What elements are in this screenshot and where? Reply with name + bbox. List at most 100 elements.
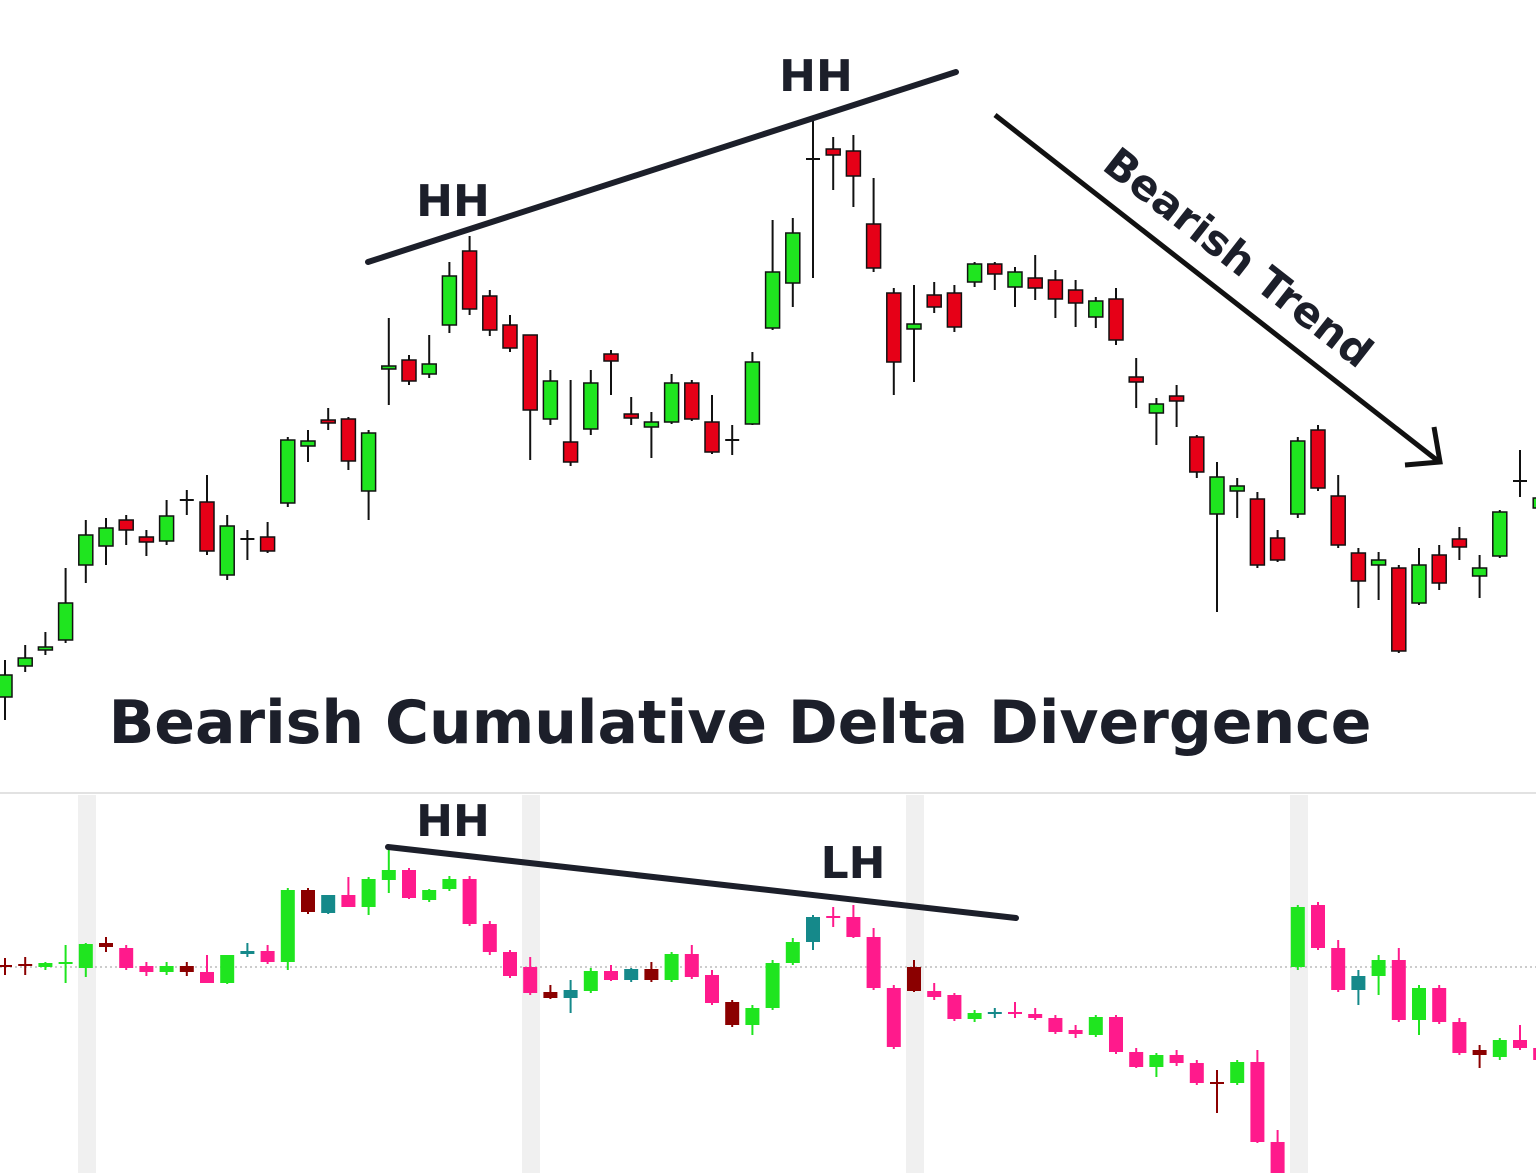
- delta-candles: [0, 845, 1536, 1173]
- session-band: [78, 795, 96, 1173]
- candle-body: [684, 382, 700, 420]
- candle-body: [542, 380, 559, 420]
- candle-body: [1533, 1048, 1536, 1060]
- candle-body: [947, 995, 962, 1019]
- candle-body: [1229, 485, 1245, 492]
- candle-body: [321, 895, 336, 913]
- candle-body: [1391, 960, 1406, 1020]
- candle-body: [159, 966, 174, 972]
- candle-body: [1350, 552, 1367, 582]
- candle-body: [764, 271, 781, 329]
- candle-body: [200, 972, 214, 983]
- candle-body: [1431, 554, 1447, 584]
- candle-body: [118, 519, 134, 531]
- candle-body: [219, 525, 235, 576]
- candle-body: [886, 292, 902, 363]
- candle-body: [340, 418, 357, 462]
- candle-body: [341, 895, 356, 907]
- candle-body: [381, 870, 396, 880]
- candle-body: [502, 324, 518, 349]
- candle-body: [320, 419, 336, 424]
- candle-body: [1310, 429, 1326, 489]
- candle-body: [684, 954, 699, 977]
- candle-body: [1270, 1142, 1285, 1173]
- candle-body: [1249, 498, 1266, 566]
- arrow-head: [1404, 426, 1443, 468]
- candle-body: [0, 674, 13, 698]
- candle-body: [846, 917, 861, 937]
- session-band: [1290, 795, 1308, 1173]
- candle-body: [1067, 289, 1084, 304]
- candle-body: [78, 534, 94, 566]
- candle-body: [725, 1002, 740, 1025]
- candle-body: [57, 602, 74, 641]
- candle-body: [421, 363, 437, 375]
- candle-body: [503, 952, 517, 976]
- candle-body: [300, 440, 316, 447]
- candle-body: [240, 951, 255, 954]
- candle-body: [462, 879, 477, 924]
- chart-title: Bearish Cumulative Delta Divergence: [109, 688, 1372, 758]
- trend-arrow: [993, 113, 1440, 463]
- candle-body: [1230, 1062, 1245, 1083]
- candle-body: [906, 323, 922, 330]
- candle-body: [401, 359, 417, 382]
- candle-body: [38, 963, 53, 967]
- candle-body: [1290, 907, 1305, 967]
- candle-body: [260, 951, 275, 962]
- candle-body: [1008, 1012, 1022, 1014]
- candle-body: [1451, 538, 1468, 548]
- candle-body: [482, 924, 497, 952]
- candle-body: [1452, 1022, 1467, 1053]
- candle-body: [1412, 988, 1426, 1020]
- candle-body: [1149, 1055, 1164, 1067]
- candle-body: [381, 365, 397, 370]
- candle-body: [98, 527, 114, 547]
- candle-body: [1391, 567, 1407, 652]
- candle-body: [987, 263, 1003, 275]
- candle-body: [220, 955, 235, 983]
- candle-body: [604, 971, 618, 980]
- candle-body: [1532, 497, 1536, 509]
- candle-body: [1331, 948, 1346, 990]
- candle-body: [1411, 564, 1427, 604]
- candle-body: [785, 232, 801, 284]
- candle-body: [1189, 436, 1205, 473]
- candle-body: [482, 295, 498, 331]
- candle-body: [360, 432, 377, 492]
- candle-body: [1513, 1040, 1527, 1048]
- candle-body: [1047, 279, 1064, 300]
- candle-body: [562, 441, 579, 463]
- candle-body: [705, 975, 719, 1003]
- trend-line: [385, 844, 1019, 921]
- candle-body: [158, 515, 175, 542]
- candle-body: [1148, 403, 1165, 414]
- candle-body: [259, 536, 276, 552]
- candle-body: [966, 263, 983, 283]
- candle-body: [927, 991, 942, 997]
- candle-body: [643, 421, 660, 428]
- candle-body: [402, 870, 416, 898]
- candle-body: [1471, 567, 1488, 577]
- candle-body: [1007, 271, 1023, 288]
- candle-body: [1311, 905, 1325, 948]
- candle-body: [644, 969, 659, 980]
- trend-line: [365, 69, 959, 265]
- candle-body: [886, 988, 901, 1047]
- candle-body: [1250, 1062, 1265, 1142]
- candle-body: [139, 966, 154, 972]
- candle-body: [1432, 988, 1447, 1022]
- candle-body: [1169, 1055, 1184, 1063]
- candle-body: [845, 150, 862, 177]
- candle-body: [543, 992, 558, 998]
- annotation: HH: [416, 796, 490, 847]
- candle-body: [361, 879, 376, 907]
- candle-body: [563, 990, 578, 998]
- candle-body: [1371, 960, 1386, 976]
- candle-body: [37, 646, 54, 651]
- candle-body: [1129, 1052, 1144, 1067]
- candle-body: [806, 917, 820, 942]
- candle-body: [1088, 300, 1104, 318]
- annotation: HH: [779, 51, 853, 102]
